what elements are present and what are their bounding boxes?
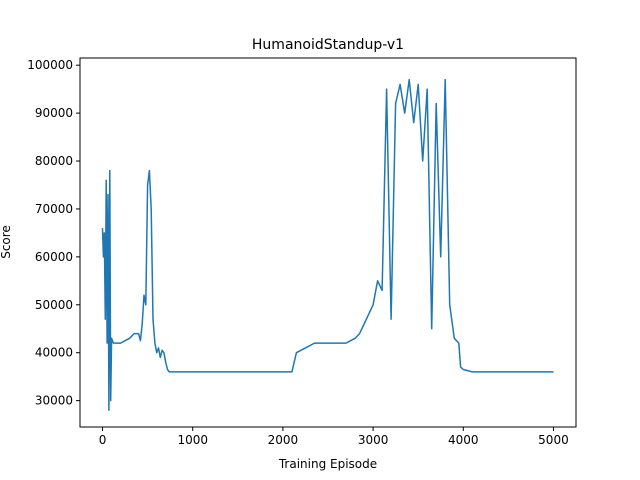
x-tick-label: 1000 bbox=[177, 433, 208, 447]
y-axis-label: Score bbox=[0, 225, 13, 259]
x-axis-label: Training Episode bbox=[278, 457, 377, 471]
y-tick-label: 80000 bbox=[35, 154, 73, 168]
plot-frame bbox=[79, 57, 577, 428]
series-line bbox=[101, 78, 554, 411]
x-tick-label: 2000 bbox=[268, 433, 299, 447]
chart-title: HumanoidStandup-v1 bbox=[252, 37, 404, 53]
y-tick-label: 60000 bbox=[35, 250, 73, 264]
y-tick-label: 30000 bbox=[35, 394, 73, 408]
series-layer bbox=[101, 78, 554, 411]
y-tick-label: 50000 bbox=[35, 298, 73, 312]
y-tick-label: 100000 bbox=[27, 58, 73, 72]
x-tick-label: 5000 bbox=[538, 433, 569, 447]
y-tick-label: 40000 bbox=[35, 346, 73, 360]
x-tick-label: 4000 bbox=[448, 433, 479, 447]
x-axis-ticks: 0 1000 2000 3000 4000 5000 bbox=[99, 427, 569, 447]
y-axis-ticks: 30000 40000 50000 60000 70000 80000 90000 10000… bbox=[27, 58, 80, 408]
x-tick-label: 0 bbox=[99, 433, 107, 447]
y-tick-label: 70000 bbox=[35, 202, 73, 216]
y-tick-label: 90000 bbox=[35, 106, 73, 120]
x-tick-label: 3000 bbox=[358, 433, 389, 447]
